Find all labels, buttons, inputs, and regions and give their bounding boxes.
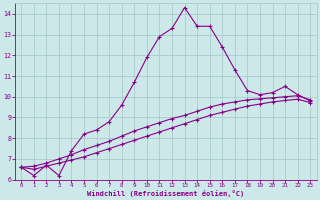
X-axis label: Windchill (Refroidissement éolien,°C): Windchill (Refroidissement éolien,°C) [87, 190, 244, 197]
